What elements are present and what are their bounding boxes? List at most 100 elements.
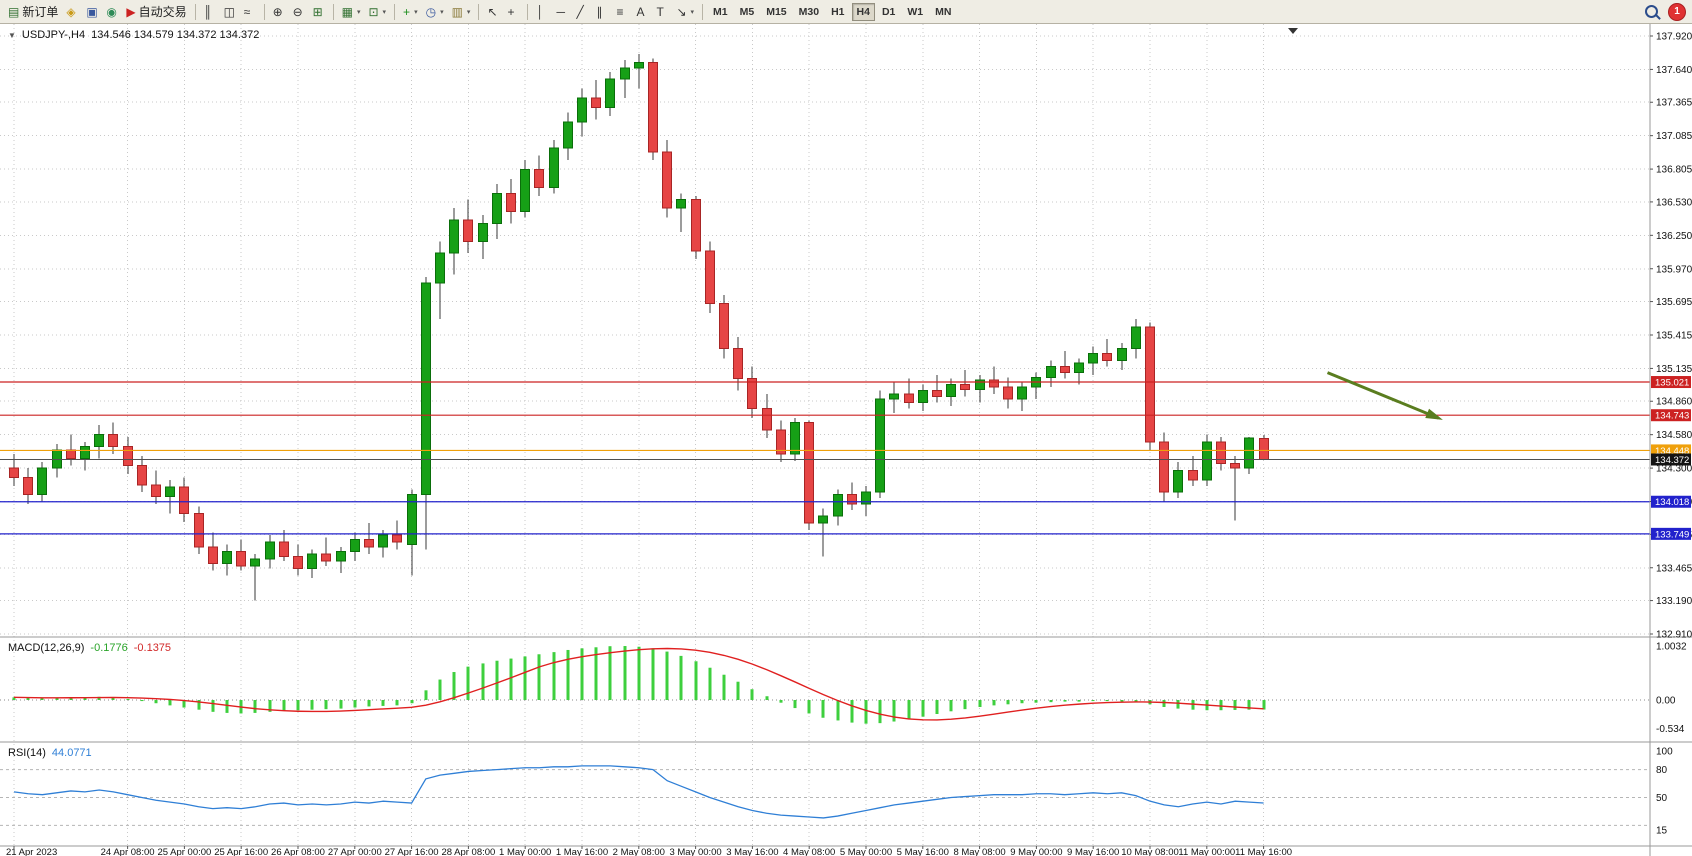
trend-arrow-head — [1425, 408, 1443, 420]
cursor-button[interactable]: ↖ — [483, 2, 503, 22]
terminal-button[interactable]: ▣ — [82, 2, 102, 22]
zoom-in-icon: ⊕ — [272, 4, 283, 19]
crosshair-button[interactable]: + — [503, 2, 523, 22]
label-icon: T — [656, 4, 664, 19]
zoom-in-button[interactable]: ⊕ — [269, 2, 289, 22]
timeframe-m5[interactable]: M5 — [735, 3, 760, 21]
price-tag: 133.749 — [1651, 527, 1691, 540]
funds-icon: ◈ — [66, 4, 76, 19]
svg-text:133.190: 133.190 — [1656, 596, 1692, 607]
svg-text:134.448: 134.448 — [1655, 446, 1689, 457]
vertical-line-icon: │ — [536, 4, 544, 19]
svg-text:135.135: 135.135 — [1656, 364, 1692, 375]
svg-text:27 Apr 00:00: 27 Apr 00:00 — [328, 847, 382, 856]
timeframe-m30[interactable]: M30 — [794, 3, 824, 21]
horizontal-line-button[interactable]: ─ — [552, 2, 572, 22]
indicators-button[interactable]: + ▾ — [399, 2, 422, 22]
svg-text:134.860: 134.860 — [1656, 397, 1692, 408]
timeframe-m15[interactable]: M15 — [761, 3, 791, 21]
svg-text:25 Apr 16:00: 25 Apr 16:00 — [214, 847, 268, 856]
arrows-icon: ↘ — [676, 4, 687, 19]
chevron-down-icon[interactable]: ▾ — [466, 8, 471, 16]
line-chart-button[interactable]: ≈ — [240, 2, 260, 22]
channel-button[interactable]: ∥ — [592, 2, 612, 22]
new-chart-button[interactable]: ⊡ ▾ — [364, 2, 390, 22]
text-icon: A — [636, 4, 645, 19]
toolbar-separator — [702, 3, 704, 20]
svg-text:24 Apr 08:00: 24 Apr 08:00 — [101, 847, 155, 856]
svg-text:3 May 16:00: 3 May 16:00 — [726, 847, 778, 856]
templates-icon: ▥ — [451, 4, 463, 19]
text-button[interactable]: A — [632, 2, 652, 22]
svg-text:133.749: 133.749 — [1655, 529, 1689, 540]
svg-text:1.0032: 1.0032 — [1656, 642, 1687, 653]
timeframe-h4[interactable]: H4 — [851, 2, 875, 21]
chevron-down-icon[interactable]: ▾ — [356, 8, 361, 16]
chart-window[interactable]: 137.920 137.640 137.365 137.085 136.805 136.5… — [0, 24, 1692, 856]
tile-windows-icon: ⊞ — [312, 4, 323, 19]
svg-text:27 Apr 16:00: 27 Apr 16:00 — [385, 847, 439, 856]
svg-text:5 May 16:00: 5 May 16:00 — [897, 847, 949, 856]
chart-shift-marker[interactable] — [1288, 28, 1298, 34]
chevron-down-icon[interactable]: ▾ — [414, 8, 418, 16]
templates-button[interactable]: ▥ ▾ — [448, 2, 475, 22]
zoom-out-button[interactable]: ⊖ — [289, 2, 309, 22]
new-order-icon: ▤ — [8, 4, 20, 19]
bars-chart-icon: ║ — [203, 4, 213, 19]
chevron-down-icon[interactable]: ▾ — [690, 8, 695, 16]
auto-trading-button[interactable]: ▶ 自动交易 — [122, 2, 190, 22]
new-order-button[interactable]: ▤ 新订单 — [4, 2, 62, 22]
support-button[interactable]: ◉ — [102, 2, 122, 22]
trendline-button[interactable]: ╱ — [572, 2, 592, 22]
periods-button[interactable]: ◷ ▾ — [422, 2, 448, 22]
timeframe-group: M1 M5 M15 M30 H1 H4 D1 W1 MN — [707, 2, 957, 21]
svg-text:132.910: 132.910 — [1656, 630, 1692, 641]
chevron-down-icon[interactable]: ▾ — [382, 8, 387, 16]
svg-text:2 May 08:00: 2 May 08:00 — [613, 847, 665, 856]
chart-canvas[interactable]: 137.920 137.640 137.365 137.085 136.805 136.5… — [0, 24, 1692, 856]
new-chart-icon: ⊡ — [368, 4, 379, 19]
search-icon[interactable] — [1645, 5, 1658, 18]
price-tag: 134.372 — [1651, 453, 1691, 466]
svg-text:135.415: 135.415 — [1656, 331, 1692, 342]
svg-text:133.465: 133.465 — [1656, 563, 1692, 574]
timeframe-d1[interactable]: D1 — [877, 3, 900, 21]
svg-text:135.970: 135.970 — [1656, 264, 1692, 275]
vertical-line-button[interactable]: │ — [532, 2, 552, 22]
timeframe-h1[interactable]: H1 — [826, 3, 849, 21]
chevron-down-icon[interactable]: ▾ — [440, 8, 444, 16]
svg-text:1 May 16:00: 1 May 16:00 — [556, 847, 608, 856]
indicators-icon: + — [403, 4, 411, 19]
notification-badge[interactable]: 1 — [1668, 2, 1686, 21]
svg-text:137.085: 137.085 — [1656, 131, 1692, 142]
candlestick-chart-button[interactable]: ◫ — [220, 2, 240, 22]
trend-arrow[interactable] — [1326, 371, 1439, 420]
svg-text:3 May 00:00: 3 May 00:00 — [669, 847, 721, 856]
svg-text:137.365: 137.365 — [1656, 98, 1692, 109]
svg-text:100: 100 — [1656, 747, 1673, 758]
svg-text:50: 50 — [1656, 793, 1668, 804]
svg-text:134.580: 134.580 — [1656, 430, 1692, 441]
svg-text:134.300: 134.300 — [1656, 464, 1692, 475]
one-click-collapse-icon[interactable]: ▼ — [8, 30, 16, 40]
svg-text:135.021: 135.021 — [1655, 378, 1689, 389]
funds-button[interactable]: ◈ — [62, 2, 82, 22]
zoom-out-icon: ⊖ — [292, 4, 303, 19]
svg-text:28 Apr 08:00: 28 Apr 08:00 — [441, 847, 495, 856]
fibonacci-button[interactable]: ≡ — [612, 2, 632, 22]
timeframe-m1[interactable]: M1 — [708, 3, 733, 21]
bars-chart-button[interactable]: ║ — [200, 2, 220, 22]
svg-text:8 May 08:00: 8 May 08:00 — [953, 847, 1005, 856]
auto-trading-button-label: 自动交易 — [138, 5, 187, 19]
tile-windows-button[interactable]: ⊞ — [309, 2, 329, 22]
timeframe-w1[interactable]: W1 — [902, 3, 928, 21]
svg-text:136.250: 136.250 — [1656, 231, 1692, 242]
arrange-charts-button[interactable]: ▦ ▾ — [338, 2, 365, 22]
svg-text:11 May 16:00: 11 May 16:00 — [1235, 847, 1292, 856]
label-button[interactable]: T — [652, 2, 672, 22]
svg-text:137.920: 137.920 — [1656, 32, 1692, 43]
arrows-button[interactable]: ↘ ▾ — [672, 2, 698, 22]
timeframe-mn[interactable]: MN — [930, 3, 956, 21]
periods-icon: ◷ — [425, 4, 437, 19]
toolbar-separator — [478, 3, 480, 20]
